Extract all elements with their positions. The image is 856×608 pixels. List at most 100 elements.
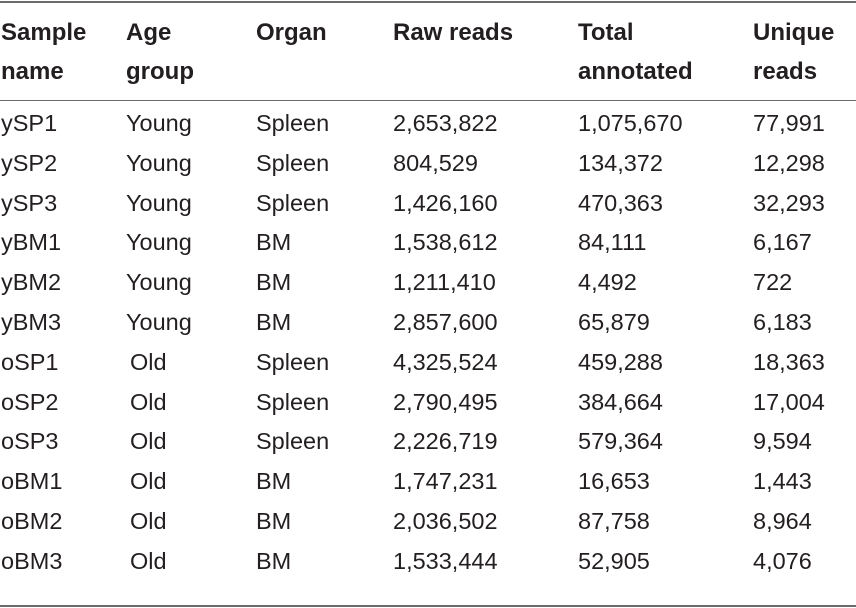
cell-unique-reads: 8,964 [753,507,812,534]
cell-age-group: Young [126,308,192,335]
header-line-1: Raw reads [393,19,514,46]
header-unique-reads: Unique reads [753,0,856,91]
cell-organ: BM [256,507,292,534]
bottom-rule [0,605,856,607]
table-row: ySP3 Young Spleen 1,426,160 470,363 32,293 [0,184,856,224]
cell-unique-reads: 722 [753,269,793,296]
cell-age-group: Young [126,229,192,256]
table-body: ySP1 Young Spleen 2,653,822 1,075,670 77,991 y… [0,91,856,582]
cell-organ: BM [256,229,292,256]
header-line-1: Sample [1,19,87,46]
cell-age-group: Old [130,348,167,375]
table-row: ySP2 Young Spleen 804,529 134,372 12,298 [0,144,856,184]
cell-sample-name: yBM3 [1,308,62,335]
header-sample-name: Sample name [0,0,126,91]
cell-organ: Spleen [256,110,330,136]
cell-unique-reads: 18,363 [753,348,825,375]
cell-unique-reads: 6,183 [753,308,812,335]
cell-age-group: Old [130,468,167,495]
header-total-annotated: Total annotated [578,0,753,91]
cell-total-annotated: 134,372 [578,149,663,176]
cell-organ: BM [256,269,292,296]
cell-age-group: Old [130,547,167,574]
header-line-2: reads [753,58,818,85]
table-row: yBM1 Young BM 1,538,612 84,111 6,167 [0,223,856,263]
cell-raw-reads: 1,211,410 [393,269,496,296]
samples-table: Sample name Age group Organ Raw reads Total ann… [0,0,856,582]
cell-sample-name: ySP1 [1,110,58,136]
cell-raw-reads: 1,538,612 [393,229,498,256]
cell-unique-reads: 77,991 [753,110,825,136]
cell-raw-reads: 1,533,444 [393,547,498,574]
cell-raw-reads: 4,325,524 [393,348,498,375]
cell-sample-name: oSP3 [1,428,59,455]
cell-sample-name: ySP3 [1,189,58,216]
header-line-1: Organ [256,19,327,46]
cell-total-annotated: 384,664 [578,388,663,415]
cell-total-annotated: 459,288 [578,348,663,375]
cell-sample-name: yBM1 [1,229,62,256]
header-raw-reads: Raw reads [393,0,578,91]
header-line-2: group [126,58,194,85]
cell-age-group: Young [126,110,192,136]
cell-raw-reads: 2,036,502 [393,507,498,534]
cell-sample-name: ySP2 [1,149,58,176]
table-row: yBM3 Young BM 2,857,600 65,879 6,183 [0,303,856,343]
header-line-2: annotated [578,58,693,85]
cell-organ: BM [256,547,292,574]
cell-total-annotated: 65,879 [578,308,650,335]
cell-age-group: Old [130,428,167,455]
cell-raw-reads: 2,857,600 [393,308,498,335]
table-row: yBM2 Young BM 1,211,410 4,492 722 [0,263,856,303]
header-row: Sample name Age group Organ Raw reads Total ann… [0,0,856,91]
spacer-cell [0,91,856,104]
cell-sample-name: oBM2 [1,507,63,534]
cell-age-group: Young [126,269,192,296]
cell-unique-reads: 4,076 [753,547,812,574]
header-line-1: Age [126,19,172,46]
table-row: oBM2 Old BM 2,036,502 87,758 8,964 [0,502,856,542]
cell-sample-name: yBM2 [1,269,62,296]
cell-sample-name: oBM3 [1,547,63,574]
table-row: oBM1 Old BM 1,747,231 16,653 1,443 [0,462,856,502]
cell-total-annotated: 579,364 [578,428,663,455]
cell-total-annotated: 1,075,670 [578,110,683,136]
spacer-row [0,91,856,104]
cell-organ: BM [256,308,292,335]
cell-total-annotated: 87,758 [578,507,650,534]
cell-raw-reads: 2,653,822 [393,110,498,136]
header-line-2: name [1,58,64,85]
cell-unique-reads: 12,298 [753,149,825,176]
table-header: Sample name Age group Organ Raw reads Total ann… [0,0,856,91]
cell-raw-reads: 804,529 [393,149,478,176]
cell-age-group: Old [130,507,167,534]
cell-unique-reads: 9,594 [753,428,812,455]
cell-total-annotated: 4,492 [578,269,637,296]
cell-total-annotated: 470,363 [578,189,663,216]
header-line-1: Unique [753,19,835,46]
cell-organ: Spleen [256,348,330,375]
header-line-1: Total [578,19,634,46]
cell-organ: Spleen [256,149,330,176]
cell-unique-reads: 6,167 [753,229,812,256]
cell-total-annotated: 16,653 [578,468,650,495]
table-row: oSP2 Old Spleen 2,790,495 384,664 17,004 [0,383,856,423]
cell-organ: Spleen [256,388,330,415]
cell-organ: Spleen [256,189,330,216]
cell-unique-reads: 1,443 [753,468,812,495]
cell-raw-reads: 2,226,719 [393,428,498,455]
table-row: oSP3 Old Spleen 2,226,719 579,364 9,594 [0,422,856,462]
cell-organ: BM [256,468,292,495]
table-row: ySP1 Young Spleen 2,653,822 1,075,670 77,991 [0,104,856,144]
cell-raw-reads: 1,747,231 [393,468,498,495]
cell-sample-name: oBM1 [1,468,63,495]
table-row: oSP1 Old Spleen 4,325,524 459,288 18,363 [0,343,856,383]
header-rule [0,100,856,101]
header-age-group: Age group [126,0,256,91]
table-row: oBM3 Old BM 1,533,444 52,905 4,076 [0,542,856,582]
cell-sample-name: oSP1 [1,348,59,375]
cell-age-group: Young [126,189,192,216]
cell-total-annotated: 84,111 [578,229,647,256]
header-organ: Organ [256,0,393,91]
